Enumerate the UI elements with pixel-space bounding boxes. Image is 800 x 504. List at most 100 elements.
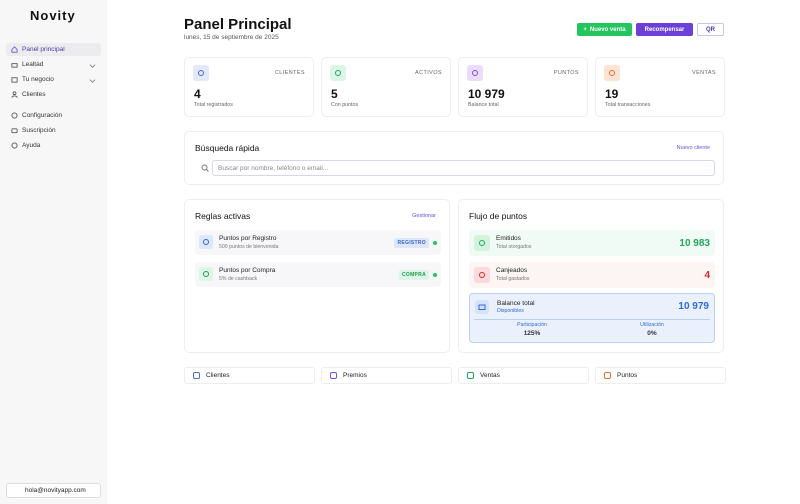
icon: [11, 46, 18, 53]
metric-label: Utilización: [640, 322, 664, 328]
button-label: Nuevo venta: [589, 26, 626, 33]
rule-desc: 5% de cashback: [219, 276, 258, 282]
balance-label: Balance total: [497, 300, 535, 307]
flow-icon: [474, 267, 490, 283]
icon: [11, 63, 18, 68]
metric-value: 125%: [523, 330, 541, 337]
icon: [11, 91, 18, 98]
shortcut[interactable]: Clientes: [184, 367, 315, 384]
rule-name: Puntos por Registro: [219, 235, 277, 242]
icon: [475, 300, 489, 314]
stat-card: CLIENTES 4 Total registrados: [184, 57, 314, 117]
stat-caption: Total registrados: [194, 102, 233, 108]
rule-tag: COMPRA: [398, 270, 429, 280]
icon: [11, 77, 18, 83]
status-dot: [433, 273, 437, 277]
shortcut-icon: [330, 372, 337, 379]
sidebar: Novity Panel principal Lealtad Tu negoci…: [0, 0, 107, 504]
stat-value: 19: [605, 87, 619, 101]
flow-value: 10 983: [679, 238, 710, 249]
rule-row[interactable]: Puntos por Registro 500 puntos de bienven…: [195, 230, 441, 255]
chevron: [89, 79, 96, 83]
nav-item[interactable]: Panel principal: [6, 43, 101, 56]
nav-item[interactable]: Clientes: [6, 88, 101, 101]
stat-label: VENTAS: [692, 70, 716, 76]
search-input[interactable]: Buscar por nombre, teléfono o email...: [212, 160, 715, 176]
nav-label: Lealtad: [22, 61, 44, 68]
stat-caption: Total transacciones: [605, 102, 651, 108]
manage-link[interactable]: Gestionar: [412, 213, 436, 219]
shortcut-icon: [604, 372, 611, 379]
shortcut-label: Puntos: [617, 372, 638, 379]
qr-button[interactable]: QR: [697, 23, 724, 36]
placeholder: Buscar por nombre, teléfono o email...: [218, 165, 329, 172]
icon: [11, 128, 18, 134]
new-sale-button[interactable]: + Nuevo venta: [577, 23, 632, 36]
button-label: QR: [706, 26, 715, 33]
shortcut[interactable]: Ventas: [458, 367, 589, 384]
flow-row: Canjeados Total gastados 4: [469, 262, 715, 288]
stat-card: VENTAS 19 Total transacciones: [595, 57, 725, 117]
link-label: Nuevo cliente: [676, 145, 710, 151]
card-title: Búsqueda rápida: [195, 143, 260, 153]
stat-caption: Con puntos: [331, 102, 359, 108]
nav-item[interactable]: Lealtad: [6, 58, 101, 71]
nav-item[interactable]: Ayuda: [6, 139, 101, 152]
shortcut-label: Premios: [343, 372, 367, 379]
nav-item[interactable]: Suscripción: [6, 124, 101, 137]
button-label: Recompensar: [644, 26, 685, 33]
chevron: [89, 64, 96, 68]
link-label: Gestionar: [412, 213, 436, 219]
stat-value: 10 979: [468, 87, 505, 101]
stat-icon: [193, 65, 209, 81]
stat-icon: [467, 65, 483, 81]
rules-card: Reglas activas Gestionar Puntos por Regi…: [184, 199, 450, 353]
stat-card: PUNTOS 10 979 Balance total: [458, 57, 588, 117]
shortcut[interactable]: Premios: [321, 367, 452, 384]
stat-label: PUNTOS: [553, 70, 579, 76]
icon: [11, 112, 18, 119]
balance-caption: Disponibles: [497, 308, 524, 314]
rule-row[interactable]: Puntos por Compra 5% de cashback COMPRA: [195, 262, 441, 287]
rule-icon: [199, 235, 213, 249]
metric: Utilización 0%: [590, 322, 714, 337]
flow-caption: Total gastados: [496, 276, 530, 282]
plus-icon: +: [583, 26, 587, 33]
card-title: Reglas activas: [195, 211, 251, 221]
balance-box: Balance total Disponibles 10 979 Partici…: [469, 293, 715, 343]
stat-icon: [330, 65, 346, 81]
search-icon: [201, 164, 209, 172]
flow-card: Flujo de puntos Emitidos Total otorgados 1…: [458, 199, 724, 353]
nav-item[interactable]: Tu negocio: [6, 73, 101, 86]
nav-label: Ayuda: [22, 142, 41, 149]
rule-desc: 500 puntos de bienvenida: [219, 244, 279, 250]
page-title: Panel Principal: [184, 16, 292, 33]
nav-label: Clientes: [22, 91, 46, 98]
stat-value: 5: [331, 87, 338, 101]
logo[interactable]: Novity: [30, 8, 76, 23]
rule-name: Puntos por Compra: [219, 267, 276, 274]
flow-label: Emitidos: [496, 235, 521, 242]
new-client-link[interactable]: Nuevo cliente: [677, 145, 710, 151]
metric-value: 0%: [647, 330, 657, 337]
shortcut[interactable]: Puntos: [595, 367, 726, 384]
stat-icon: [604, 65, 620, 81]
stat-caption: Balance total: [468, 102, 499, 108]
stat-label: ACTIVOS: [415, 70, 442, 76]
metric: Participación 125%: [470, 322, 594, 337]
search-card: Búsqueda rápida Nuevo cliente Buscar por…: [184, 131, 724, 185]
flow-value: 4: [704, 270, 710, 281]
user-menu[interactable]: hola@novityapp.com: [6, 483, 101, 498]
stat-value: 4: [194, 87, 201, 101]
nav-item[interactable]: Configuración: [6, 109, 101, 122]
rule-tag: REGISTRO: [394, 238, 429, 248]
status-dot: [433, 241, 437, 245]
card-title: Flujo de puntos: [469, 211, 528, 221]
shortcut-label: Clientes: [206, 372, 230, 379]
flow-row: Emitidos Total otorgados 10 983: [469, 230, 715, 256]
shortcut-icon: [467, 372, 474, 379]
reward-button[interactable]: Recompensar: [636, 23, 693, 36]
flow-caption: Total otorgados: [496, 244, 532, 250]
balance-value: 10 979: [678, 301, 709, 312]
